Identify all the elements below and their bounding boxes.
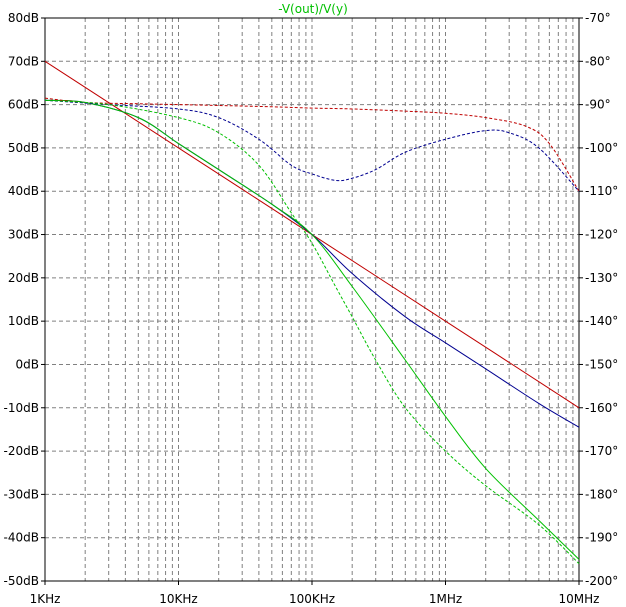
y-axis-left-ticks: 80dB 70dB 60dB 50dB 40dB 30dB 20dB 10dB 0dB -10dB… [4, 11, 45, 588]
phase-series-line-5 [44, 99, 580, 565]
y-left-tick-label: -50dB [4, 574, 39, 588]
x-tick-label: 1KHz [30, 592, 61, 606]
y-right-tick-label: -70° [585, 11, 611, 25]
y-right-tick-label: -110° [585, 184, 618, 198]
y-left-tick-label: -10dB [4, 401, 39, 415]
phase-series-line-3 [44, 97, 580, 192]
y-right-tick-label: -160° [585, 401, 618, 415]
y-left-tick-label: 10dB [8, 314, 39, 328]
y-left-tick-label: 20dB [8, 271, 39, 285]
x-tick-label: 10MHz [559, 592, 600, 606]
y-right-tick-label: -80° [585, 54, 611, 68]
x-tick-label: 10KHz [159, 592, 197, 606]
y-left-tick-label: -20dB [4, 444, 39, 458]
y-left-tick-label: 0dB [16, 357, 39, 371]
y-left-tick-label: 40dB [8, 184, 39, 198]
y-left-tick-label: 70dB [8, 54, 39, 68]
x-tick-label: 100KHz [289, 592, 335, 606]
y-right-tick-label: -100° [585, 141, 618, 155]
y-right-tick-label: -130° [585, 271, 618, 285]
y-left-tick-label: -30dB [4, 487, 39, 501]
y-right-tick-label: -140° [585, 314, 618, 328]
series-layer [44, 60, 580, 565]
y-right-tick-label: -170° [585, 444, 618, 458]
y-left-tick-label: 60dB [8, 98, 39, 112]
phase-series-line-4 [44, 99, 580, 192]
y-right-tick-label: -180° [585, 487, 618, 501]
y-right-tick-label: -200° [585, 574, 618, 588]
y-left-tick-label: -40dB [4, 531, 39, 545]
y-right-tick-label: -90° [585, 98, 611, 112]
x-axis-ticks: 1KHz 10KHz 100KHz 1MHz 10MHz [30, 581, 600, 606]
y-left-tick-label: 30dB [8, 228, 39, 242]
chart-title: -V(out)/V(y) [278, 2, 348, 16]
grid-lines [45, 18, 579, 581]
y-right-tick-label: -120° [585, 228, 618, 242]
y-left-tick-label: 80dB [8, 11, 39, 25]
y-right-tick-label: -150° [585, 357, 618, 371]
y-axis-right-ticks: -70° -80° -90° -100° -110° -120° -130° -140° -15… [579, 11, 618, 588]
y-left-tick-label: 50dB [8, 141, 39, 155]
gain-series-line-2 [44, 99, 580, 560]
x-tick-label: 1MHz [429, 592, 462, 606]
y-right-tick-label: -190° [585, 531, 618, 545]
